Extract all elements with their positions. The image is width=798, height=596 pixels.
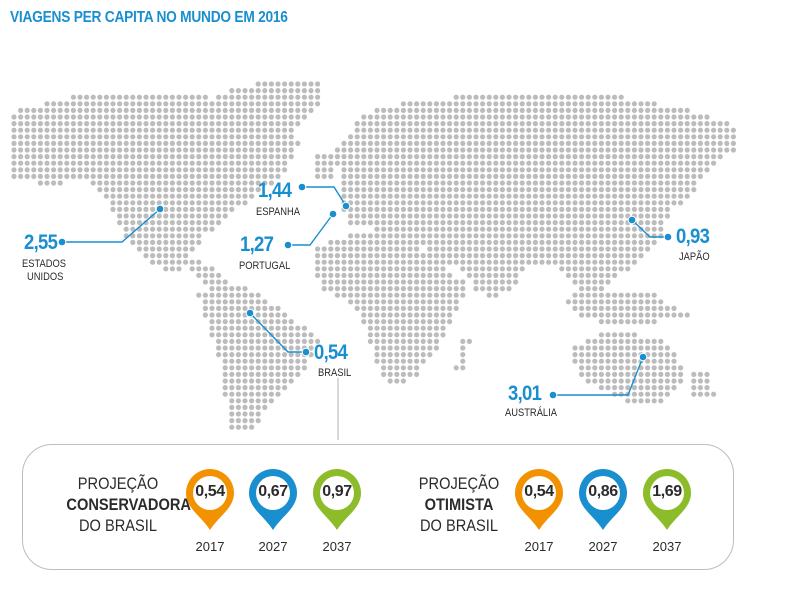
- projection-pin: 0,86 2027: [576, 468, 630, 554]
- callout-line-brazil: [249, 312, 306, 353]
- pin-marker-icon: [249, 469, 297, 530]
- projection-pin-year: 2037: [322, 539, 352, 554]
- callout-label-usa-line1: ESTADOS: [22, 258, 67, 270]
- pin-marker-icon: [313, 469, 361, 530]
- projection-pin-value: 0,67: [258, 483, 288, 500]
- projection-conservative-label-bold: CONSERVADORA: [66, 495, 191, 514]
- callout-line-spain: [302, 186, 347, 207]
- callout-label-brazil: BRASIL: [318, 367, 352, 379]
- projection-pin-value: 0,97: [322, 483, 352, 500]
- projection-pin: 0,67 2027: [246, 468, 300, 554]
- projection-pin-year: 2027: [588, 539, 618, 554]
- callout-line-usa: [62, 208, 161, 243]
- world-dot-map: [11, 81, 737, 440]
- callout-label-australia: AUSTRÁLIA: [505, 407, 557, 419]
- projection-pin-year: 2017: [195, 539, 225, 554]
- page-title: VIAGENS PER CAPITA NO MUNDO EM 2016: [10, 9, 288, 26]
- callout-line-japan: [631, 219, 668, 238]
- callout-value-brazil: 0,54: [314, 341, 348, 364]
- callout-label-spain: ESPANHA: [256, 206, 301, 218]
- pin-marker-icon: [579, 469, 627, 530]
- projection-conservative-label-top: PROJEÇÃO: [77, 474, 159, 493]
- projection-optimistic-label: PROJEÇÃO OTIMISTA DO BRASIL: [412, 473, 507, 536]
- projection-pin: 0,97 2037: [310, 468, 364, 554]
- projection-optimistic-label-top: PROJEÇÃO: [418, 474, 500, 493]
- pin-marker-icon: [186, 469, 234, 530]
- projection-pin: 0,54 2017: [183, 468, 237, 554]
- pin-marker-icon: [643, 469, 691, 530]
- pin-marker-icon: [515, 469, 563, 530]
- projection-pin-year: 2037: [652, 539, 682, 554]
- projection-optimistic-label-bold: OTIMISTA: [424, 495, 494, 514]
- projection-pin-value: 0,54: [524, 483, 554, 500]
- projection-optimistic-label-bottom: DO BRASIL: [419, 516, 498, 535]
- projection-pin: 0,54 2017: [512, 468, 566, 554]
- projection-conservative-label: PROJEÇÃO CONSERVADORA DO BRASIL: [66, 473, 191, 536]
- callout-value-spain: 1,44: [258, 179, 292, 202]
- callout-lines: [62, 186, 668, 440]
- callout-value-japan: 0,93: [676, 225, 710, 248]
- callout-value-usa: 2,55: [24, 231, 58, 254]
- callout-line-australia: [553, 356, 644, 396]
- projection-pin-value: 1,69: [652, 483, 682, 500]
- projection-pin-year: 2017: [524, 539, 554, 554]
- callout-label-usa-line2: UNIDOS: [27, 271, 64, 283]
- projection-pin: 1,69 2037: [640, 468, 694, 554]
- callout-label-japan: JAPÃO: [679, 251, 710, 263]
- callout-label-portugal: PORTUGAL: [239, 260, 291, 272]
- callout-value-portugal: 1,27: [240, 233, 274, 256]
- callout-value-australia: 3,01: [508, 382, 542, 405]
- callout-line-portugal: [288, 213, 334, 246]
- projection-pin-value: 0,86: [588, 483, 618, 500]
- callout-endpoints: [57, 182, 673, 400]
- projection-conservative-label-bottom: DO BRASIL: [78, 516, 157, 535]
- projection-pin-value: 0,54: [195, 483, 225, 500]
- map-dots: [11, 81, 737, 430]
- projection-pin-year: 2027: [258, 539, 288, 554]
